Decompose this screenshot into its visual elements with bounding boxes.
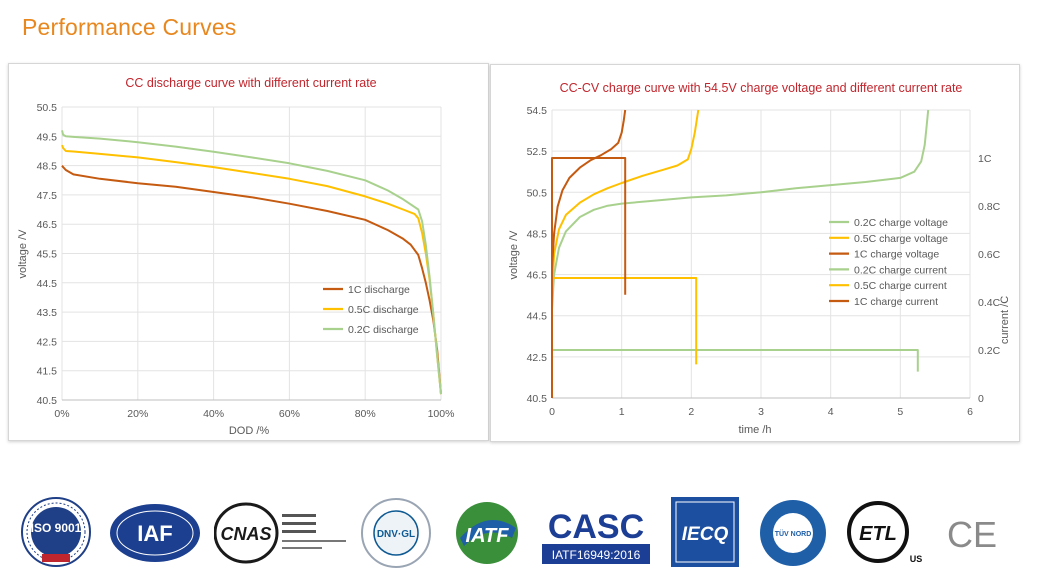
iatf-logo-text: IATF [466, 525, 510, 547]
legend-entry-0-5c-charge-voltage: 0.5C charge voltage [854, 233, 948, 245]
x-tick-label: 20% [127, 408, 148, 420]
y-tick-label: 44.5 [527, 311, 548, 323]
dnv-gl-logo-text: DNV·GL [377, 529, 415, 540]
x-tick-label: 5 [897, 406, 903, 418]
y-tick-label: 46.5 [527, 270, 548, 282]
series-line-0-5c-discharge [61, 144, 442, 395]
iatf-logo-icon: IATF [456, 502, 518, 564]
y2-tick-label: 0.4C [978, 297, 1001, 309]
x-tick-label: 100% [428, 408, 455, 420]
discharge-chart-panel: 0% 20% 40% 60% 80% 100% 40.5 41.5 42.5 43.5 44.5 45… [8, 63, 489, 441]
charge-chart-panel: 0 1 2 3 4 5 6 40.5 42.5 44.5 46.5 48.5 50.5 52.5 54.5 0… [490, 64, 1020, 442]
tuv-nord-logo-text: TÜV NORD [775, 529, 812, 538]
x-tick-label: 1 [619, 406, 625, 418]
chart-title: CC discharge curve with different curren… [125, 76, 376, 90]
x-axis-label: DOD /% [229, 425, 270, 437]
y2-tick-label: 0.6C [978, 249, 1001, 261]
y-tick-label: 43.5 [37, 307, 58, 319]
y-tick-label: 50.5 [527, 187, 548, 199]
iaf-logo-text: IAF [137, 521, 172, 546]
y-tick-label: 50.5 [37, 102, 58, 114]
y-tick-label: 40.5 [37, 395, 58, 407]
tuv-nord-logo-icon: TÜV NORD [760, 500, 826, 566]
iso-9001-seal-icon: ISO 9001 [21, 497, 91, 567]
y2-tick-label: 0 [978, 393, 984, 405]
svg-text:US: US [910, 554, 923, 564]
y2-tick-label: 1C [978, 153, 992, 165]
ce-mark-icon: CE [947, 514, 997, 555]
legend-entry-0-2c-discharge: 0.2C discharge [348, 324, 419, 336]
x-tick-label: 0 [549, 406, 555, 418]
y-tick-label: 49.5 [37, 131, 58, 143]
y-axis-label: voltage /V [17, 229, 29, 279]
y-tick-label: 42.5 [527, 352, 548, 364]
x-tick-label: 60% [279, 408, 300, 420]
y2-tick-label: 0.2C [978, 345, 1001, 357]
legend-entry-1c-discharge: 1C discharge [348, 284, 410, 296]
legend-entry-0-5c-discharge: 0.5C discharge [348, 304, 419, 316]
series-line-1c-charge-current [551, 157, 627, 398]
etl-logo-text: ETL [859, 523, 897, 545]
y-tick-label: 42.5 [37, 336, 58, 348]
dnv-gl-seal-icon: DNV·GL [361, 498, 431, 568]
x-tick-label: 2 [688, 406, 694, 418]
casc-logo-subtext: IATF16949:2016 [552, 548, 641, 562]
y-tick-label: 52.5 [527, 146, 548, 158]
series-line-1c-charge-voltage [551, 109, 627, 269]
y-tick-label: 54.5 [527, 105, 548, 117]
page-title: Performance Curves [22, 14, 237, 40]
etl-listed-logo-icon: ETL US [847, 501, 923, 564]
y-tick-label: 44.5 [37, 278, 58, 290]
series-line-0-2c-discharge [61, 130, 442, 395]
y-tick-label: 40.5 [527, 393, 548, 405]
x-tick-label: 3 [758, 406, 764, 418]
x-tick-label: 6 [967, 406, 973, 418]
series-line-1c-discharge [61, 165, 442, 395]
chart-title: CC-CV charge curve with 54.5V charge vol… [560, 81, 963, 95]
legend-entry-0-2c-charge-current: 0.2C charge current [854, 264, 947, 276]
x-tick-label: 0% [54, 408, 69, 420]
y-tick-label: 41.5 [37, 366, 58, 378]
charge-chart: 0 1 2 3 4 5 6 40.5 42.5 44.5 46.5 48.5 50.5 52.5 54.5 0… [508, 81, 1011, 436]
x-tick-label: 80% [355, 408, 376, 420]
legend-entry-1c-charge-current: 1C charge current [854, 296, 938, 308]
y-tick-label: 47.5 [37, 190, 58, 202]
y2-tick-label: 0.8C [978, 201, 1001, 213]
legend-entry-0-5c-charge-current: 0.5C charge current [854, 280, 947, 292]
y-tick-label: 48.5 [37, 161, 58, 173]
discharge-chart: 0% 20% 40% 60% 80% 100% 40.5 41.5 42.5 43.5 44.5 45… [17, 76, 455, 437]
legend-entry-1c-charge-voltage: 1C charge voltage [854, 249, 939, 261]
series-line-0-5c-charge-voltage [551, 109, 700, 290]
x-tick-label: 4 [828, 406, 834, 418]
iecq-logo-text: IECQ [682, 524, 729, 545]
iso-9001-seal-text: ISO 9001 [31, 521, 82, 535]
cnas-logo-icon: CNAS [214, 502, 346, 564]
series-line-0-2c-charge-voltage [551, 109, 930, 310]
iaf-mla-seal-icon: IAF [110, 504, 200, 562]
cnas-logo-text: CNAS [220, 524, 271, 544]
y-tick-label: 46.5 [37, 219, 58, 231]
x-axis-label: time /h [738, 424, 771, 436]
legend-entry-0-2c-charge-voltage: 0.2C charge voltage [854, 217, 948, 229]
x-tick-label: 40% [203, 408, 224, 420]
y-tick-label: 45.5 [37, 249, 58, 261]
series-line-0-5c-charge-current [551, 277, 698, 398]
iecq-logo-icon: IECQ [671, 497, 739, 567]
y2-axis-label: current /C [999, 296, 1011, 344]
casc-logo-text: CASC [548, 508, 644, 546]
ce-mark-text: CE [947, 514, 997, 555]
casc-logo-icon: CASC IATF16949:2016 [542, 508, 650, 564]
y-axis-label: voltage /V [508, 230, 520, 280]
y-tick-label: 48.5 [527, 228, 548, 240]
certification-logos: ISO 9001 IAF CNAS DNV·GL IATF CASC IATF1… [0, 490, 1047, 580]
